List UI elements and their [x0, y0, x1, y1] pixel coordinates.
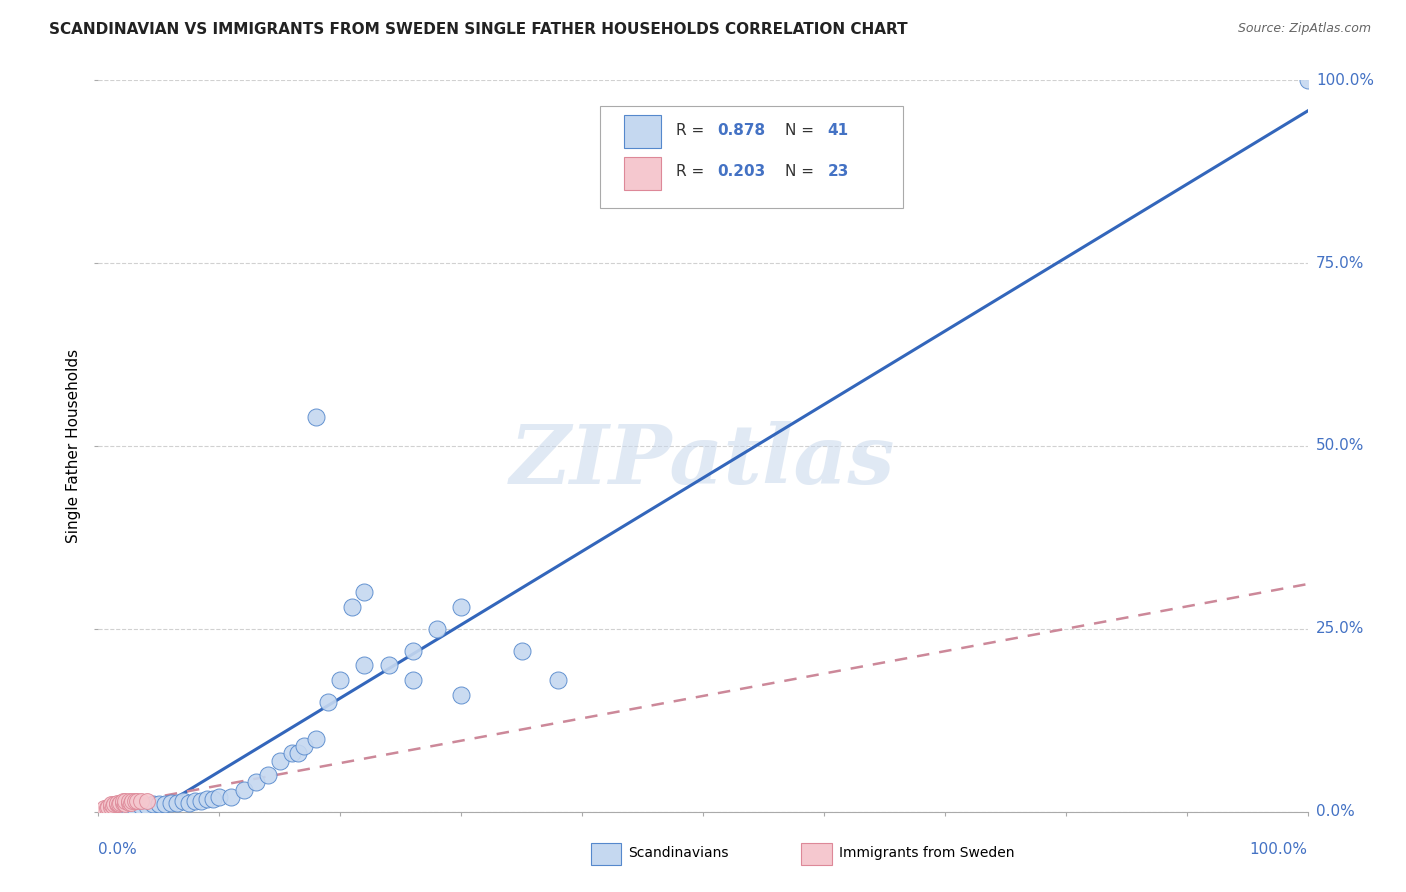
Point — [166, 796, 188, 810]
Point — [96, 801, 118, 815]
Point — [118, 794, 141, 808]
Point — [103, 797, 125, 812]
Text: 0.0%: 0.0% — [1316, 805, 1354, 819]
Text: N =: N = — [785, 122, 820, 137]
Point — [426, 622, 449, 636]
Point — [269, 754, 291, 768]
Text: 0.878: 0.878 — [717, 122, 766, 137]
Text: SCANDINAVIAN VS IMMIGRANTS FROM SWEDEN SINGLE FATHER HOUSEHOLDS CORRELATION CHAR: SCANDINAVIAN VS IMMIGRANTS FROM SWEDEN S… — [49, 22, 908, 37]
Point — [127, 794, 149, 808]
Text: 100.0%: 100.0% — [1250, 842, 1308, 857]
Point — [510, 644, 533, 658]
Text: R =: R = — [676, 122, 710, 137]
Point — [172, 794, 194, 808]
Text: 0.203: 0.203 — [717, 164, 766, 179]
FancyBboxPatch shape — [624, 157, 661, 190]
Point — [148, 797, 170, 812]
Point — [402, 673, 425, 687]
Point — [377, 658, 399, 673]
FancyBboxPatch shape — [600, 106, 903, 209]
Point — [160, 796, 183, 810]
Point — [129, 794, 152, 808]
Point — [93, 801, 115, 815]
Point — [305, 731, 328, 746]
Point — [342, 599, 364, 614]
Point — [402, 644, 425, 658]
Point — [316, 695, 339, 709]
Point — [101, 798, 124, 813]
Point — [287, 746, 309, 760]
Point — [208, 790, 231, 805]
Point — [256, 768, 278, 782]
Point — [135, 794, 157, 808]
Point — [111, 794, 134, 808]
Point — [221, 790, 243, 805]
Text: N =: N = — [785, 164, 820, 179]
Text: 50.0%: 50.0% — [1316, 439, 1364, 453]
Text: 41: 41 — [828, 122, 849, 137]
Point — [190, 794, 212, 808]
Point — [547, 673, 569, 687]
Point — [450, 688, 472, 702]
Point — [100, 797, 122, 812]
Point — [202, 791, 225, 805]
Point — [245, 775, 267, 789]
Point — [184, 794, 207, 808]
Point — [329, 673, 352, 687]
Point — [353, 585, 375, 599]
Text: 23: 23 — [828, 164, 849, 179]
Point — [114, 794, 136, 808]
Point — [153, 797, 176, 812]
Point — [105, 796, 128, 810]
Point — [111, 801, 134, 815]
Point — [232, 782, 254, 797]
Point — [281, 746, 304, 760]
FancyBboxPatch shape — [624, 115, 661, 148]
Text: 0.0%: 0.0% — [98, 842, 138, 857]
Point — [450, 599, 472, 614]
Point — [305, 409, 328, 424]
Point — [129, 798, 152, 813]
Point — [353, 658, 375, 673]
Point — [142, 797, 165, 812]
Text: ZIPatlas: ZIPatlas — [510, 421, 896, 500]
Point — [108, 797, 131, 812]
Point — [120, 796, 142, 810]
Point — [97, 799, 120, 814]
Text: 100.0%: 100.0% — [1316, 73, 1374, 87]
Y-axis label: Single Father Households: Single Father Households — [66, 349, 82, 543]
Point — [292, 739, 315, 753]
Text: Source: ZipAtlas.com: Source: ZipAtlas.com — [1237, 22, 1371, 36]
Point — [1296, 73, 1319, 87]
Text: Scandinavians: Scandinavians — [628, 846, 728, 860]
Point — [114, 797, 136, 812]
Point — [124, 801, 146, 815]
Point — [105, 797, 128, 812]
Text: Immigrants from Sweden: Immigrants from Sweden — [839, 846, 1015, 860]
Text: R =: R = — [676, 164, 710, 179]
Text: 25.0%: 25.0% — [1316, 622, 1364, 636]
Point — [111, 796, 134, 810]
Text: 75.0%: 75.0% — [1316, 256, 1364, 270]
Point — [195, 791, 218, 805]
Point — [124, 794, 146, 808]
Point — [135, 798, 157, 813]
Point — [118, 796, 141, 810]
Point — [121, 794, 143, 808]
Point — [177, 796, 201, 810]
Point — [108, 796, 131, 810]
Point — [118, 801, 141, 815]
Point — [100, 799, 122, 814]
